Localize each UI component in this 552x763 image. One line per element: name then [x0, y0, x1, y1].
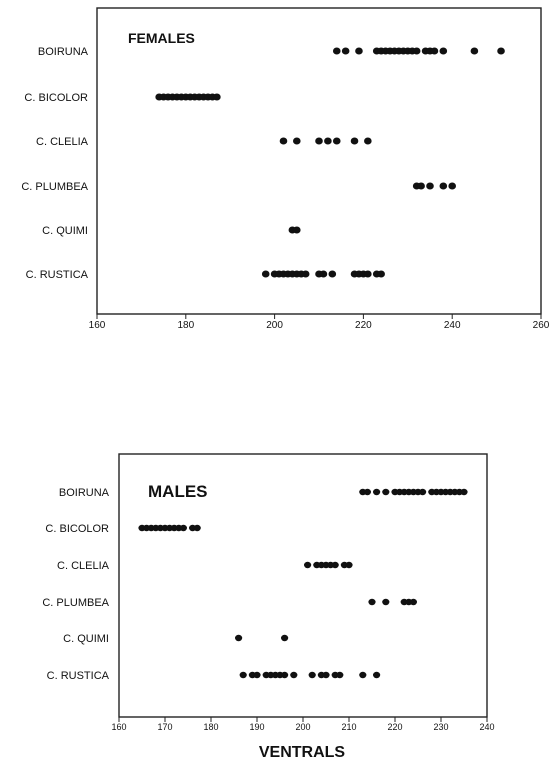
females-point-c-plumbea — [417, 182, 425, 190]
males-point-boiruna — [460, 488, 468, 496]
males-point-c-quimi — [235, 634, 243, 642]
females-point-c-rustica — [261, 270, 270, 278]
males-point-c-rustica — [239, 671, 247, 679]
females-point-c-clelia — [324, 137, 332, 145]
males-point-c-rustica — [290, 671, 298, 679]
females-point-boiruna — [355, 47, 363, 55]
females-category-label-c-quimi: C. QUIMI — [42, 225, 88, 237]
females-point-boiruna — [470, 47, 479, 55]
males-point-c-bicolor — [179, 524, 187, 532]
males-point-c-plumbea — [382, 598, 390, 606]
males-category-label-c-bicolor: C. BICOLOR — [45, 523, 109, 535]
males-category-label-boiruna: BOIRUNA — [59, 487, 110, 499]
females-category-label-c-rustica: C. RUSTICA — [26, 269, 89, 281]
males-point-c-bicolor — [193, 524, 201, 532]
females-point-c-plumbea — [439, 182, 448, 190]
males-x-tick-label: 230 — [433, 722, 448, 732]
males-x-tick-label: 210 — [341, 722, 356, 732]
males-point-boiruna — [373, 488, 381, 496]
males-x-tick-label: 200 — [295, 722, 310, 732]
males-x-axis-label: VENTRALS — [259, 744, 346, 761]
males-category-label-c-quimi: C. QUIMI — [63, 633, 109, 645]
females-point-boiruna — [412, 47, 421, 55]
females-panel: FEMALES BOIRUNA C. BICOLOR C. CLELIA C. PLU… — [21, 7, 550, 331]
females-point-c-rustica — [301, 270, 310, 278]
males-point-boiruna — [363, 488, 371, 496]
females-category-label-c-bicolor: C. BICOLOR — [24, 92, 88, 104]
males-panel: MALES BOIRUNA C. BICOLOR C. CLELIA C. PLUMB… — [42, 453, 495, 761]
females-point-c-plumbea — [426, 182, 434, 190]
females-x-tick-label: 180 — [177, 320, 194, 331]
males-x-tick-label: 190 — [249, 722, 264, 732]
females-point-c-bicolor — [213, 93, 221, 101]
females-point-c-clelia — [350, 137, 359, 145]
males-category-label-c-plumbea: C. PLUMBEA — [42, 597, 109, 609]
males-point-c-plumbea — [368, 598, 376, 606]
females-point-c-rustica — [328, 270, 337, 278]
males-point-c-rustica — [308, 671, 316, 679]
females-category-label-c-plumbea: C. PLUMBEA — [21, 181, 88, 193]
females-point-c-clelia — [315, 137, 323, 145]
males-point-c-clelia — [331, 561, 339, 569]
males-x-tick-label: 160 — [111, 722, 126, 732]
females-category-label-c-clelia: C. CLELIA — [36, 136, 89, 148]
males-point-c-quimi — [281, 634, 289, 642]
males-point-c-rustica — [373, 671, 381, 679]
females-x-tick-label: 260 — [533, 320, 550, 331]
females-point-c-clelia — [293, 137, 301, 145]
females-point-boiruna — [332, 47, 341, 55]
females-point-boiruna — [430, 47, 439, 55]
females-x-tick-label: 160 — [89, 320, 106, 331]
females-x-tick-label: 220 — [355, 320, 372, 331]
females-point-c-rustica — [364, 270, 372, 278]
females-category-label-boiruna: BOIRUNA — [38, 46, 89, 58]
males-point-boiruna — [419, 488, 427, 496]
males-category-label-c-clelia: C. CLELIA — [57, 560, 110, 572]
males-point-c-rustica — [322, 671, 330, 679]
males-point-c-plumbea — [409, 598, 417, 606]
males-x-tick-label: 170 — [157, 722, 172, 732]
males-point-boiruna — [382, 488, 390, 496]
females-plot-frame — [96, 7, 542, 315]
males-point-c-rustica — [359, 671, 367, 679]
females-point-c-rustica — [377, 270, 385, 278]
females-point-boiruna — [341, 47, 350, 55]
females-x-tick-label: 240 — [444, 320, 461, 331]
males-point-c-clelia — [304, 561, 312, 569]
males-point-c-rustica — [336, 671, 344, 679]
males-point-c-clelia — [345, 561, 353, 569]
females-x-tick-label: 200 — [266, 320, 283, 331]
males-x-tick-label: 180 — [203, 722, 218, 732]
females-point-c-rustica — [319, 270, 328, 278]
females-point-c-clelia — [364, 137, 372, 145]
females-point-c-clelia — [279, 137, 288, 145]
females-point-boiruna — [439, 47, 448, 55]
males-point-c-rustica — [253, 671, 261, 679]
females-point-c-clelia — [332, 137, 341, 145]
males-x-tick-label: 240 — [479, 722, 494, 732]
females-point-c-plumbea — [448, 182, 457, 190]
females-point-boiruna — [497, 47, 505, 55]
females-point-c-quimi — [293, 226, 301, 234]
females-panel-title: FEMALES — [128, 30, 195, 46]
males-category-label-c-rustica: C. RUSTICA — [47, 670, 110, 682]
males-point-c-rustica — [281, 671, 289, 679]
males-x-tick-label: 220 — [387, 722, 402, 732]
males-panel-title: MALES — [148, 482, 208, 501]
